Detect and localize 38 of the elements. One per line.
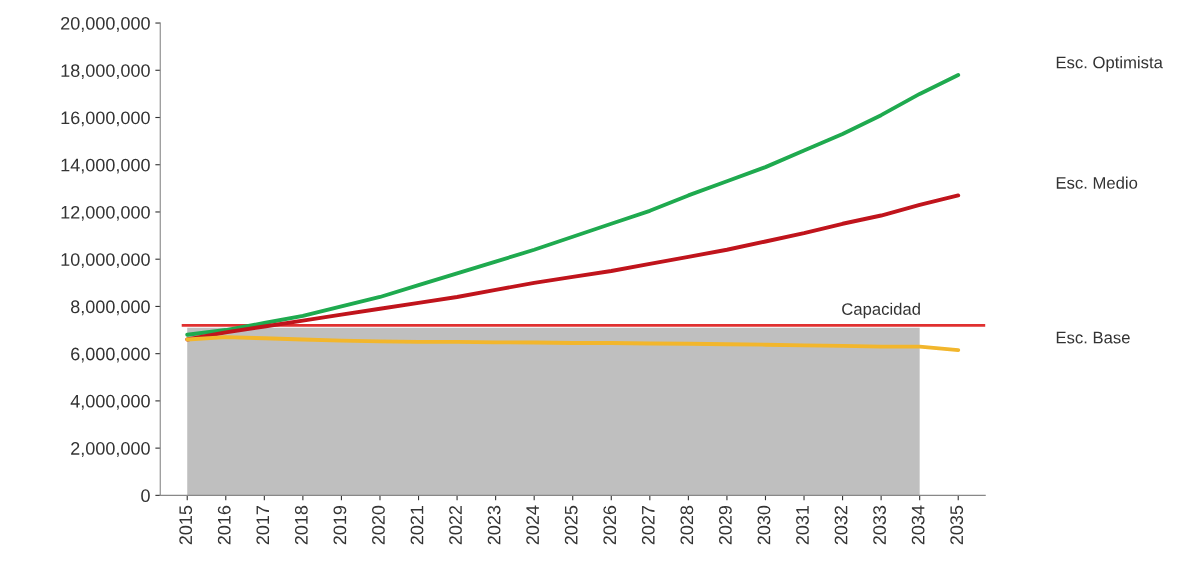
ref-line-label: Capacidad	[842, 302, 920, 319]
y-tick-label: 14,000,000	[61, 158, 150, 174]
x-tick-label: 2022	[449, 505, 462, 545]
x-tick-label: 2015	[179, 505, 193, 545]
text: Esc. Medio	[1056, 176, 1138, 189]
y-tick-label: 16,000,000	[61, 111, 150, 127]
x-tick-label: 2023	[487, 505, 501, 545]
y-tick-label: 4,000,000	[70, 394, 150, 410]
y-tick-label: 8,000,000	[70, 300, 150, 316]
text: Esc. Optimista	[1056, 56, 1163, 72]
x-tick-label: 2020	[372, 505, 385, 545]
y-tick-label: 20,000,000	[61, 16, 150, 32]
y-tick-label: 12,000,000	[61, 205, 150, 221]
x-tick-label: 2032	[834, 505, 848, 545]
y-tick-label: 18,000,000	[61, 64, 150, 80]
x-tick-label: 2019	[333, 505, 347, 545]
y-tick-label: 2,000,000	[71, 442, 150, 457]
x-tick-label: 2017	[256, 505, 270, 545]
x-tick-label: 2031	[796, 505, 809, 545]
x-tick-label: 2021	[410, 505, 424, 545]
x-tick-label: 2034	[911, 505, 925, 545]
x-tick-label: 2033	[873, 505, 886, 545]
line-series	[185, 335, 961, 353]
x-tick-label: 2028	[680, 505, 694, 545]
x-tick-label: 2029	[718, 505, 732, 545]
x-tick-label: 2018	[294, 505, 308, 545]
x-tick-label: 2035	[950, 505, 964, 545]
x-tick-label: 2027	[641, 505, 655, 545]
x-tick-label: 2025	[564, 505, 578, 545]
x-tick-label: 2026	[603, 505, 617, 545]
y-tick-label: 0	[141, 489, 150, 503]
y-tick-label: 10,000,000	[61, 253, 150, 269]
x-tick-label: 2024	[526, 505, 540, 545]
x-tick-label: 2016	[217, 505, 231, 545]
line-series	[185, 73, 961, 337]
y-tick-label: 6,000,000	[71, 347, 150, 363]
x-tick-label: 2030	[757, 505, 771, 545]
text: Esc. Base	[1056, 331, 1130, 344]
